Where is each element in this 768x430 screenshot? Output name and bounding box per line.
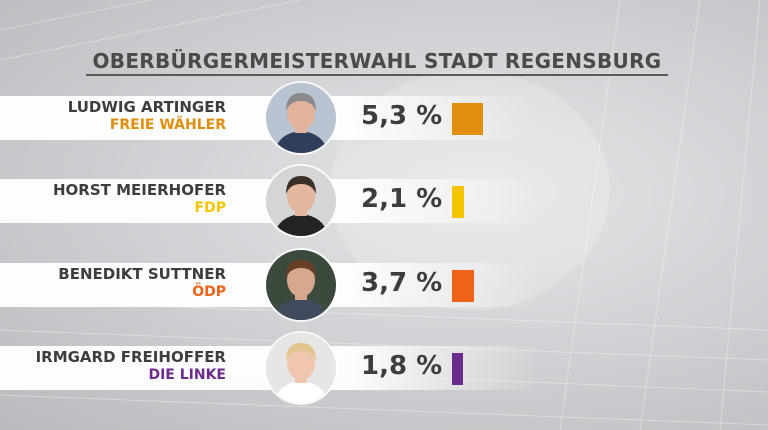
result-bar — [452, 103, 483, 135]
candidate-photo — [266, 83, 336, 153]
percent-label: 2,1 % — [361, 184, 443, 214]
candidate-row: BENEDIKT SUTTNER ÖDP 3,7 % — [0, 243, 768, 327]
candidate-name: BENEDIKT SUTTNER — [58, 265, 226, 283]
party-label: ÖDP — [192, 284, 226, 300]
percent-label: 1,8 % — [361, 351, 443, 381]
candidate-photo — [266, 250, 336, 320]
candidate-name: HORST MEIERHOFER — [52, 181, 226, 199]
candidate-row: IRMGARD FREIHOFFER DIE LINKE 1,8 % — [0, 326, 768, 410]
title-underline — [86, 74, 668, 76]
candidate-row: LUDWIG ARTINGER FREIE WÄHLER 5,3 % — [0, 76, 768, 160]
result-bar — [452, 186, 464, 218]
result-bar — [452, 270, 474, 302]
chart-title: OBERBÜRGERMEISTERWAHL STADT REGENSBURG — [92, 49, 662, 73]
percent-label: 3,7 % — [361, 268, 443, 298]
result-bar — [452, 353, 463, 385]
candidate-photo — [266, 166, 336, 236]
candidate-name: IRMGARD FREIHOFFER — [35, 348, 226, 366]
candidate-name: LUDWIG ARTINGER — [67, 98, 226, 116]
percent-label: 5,3 % — [361, 101, 443, 131]
party-label: FREIE WÄHLER — [109, 117, 226, 133]
candidate-row: HORST MEIERHOFER FDP 2,1 % — [0, 159, 768, 243]
party-label: DIE LINKE — [148, 367, 226, 383]
party-label: FDP — [194, 200, 226, 216]
candidate-photo — [266, 333, 336, 403]
